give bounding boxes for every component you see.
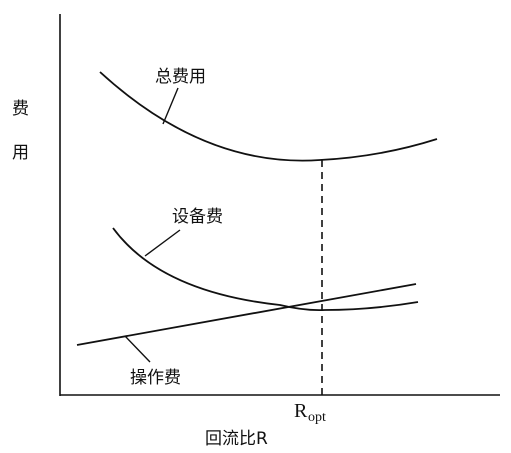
leader-line xyxy=(124,335,151,363)
leader-line xyxy=(162,87,179,125)
x-label: 回流比R xyxy=(205,429,268,449)
equipment-cost-curve xyxy=(112,227,419,312)
y-label: 费 xyxy=(12,99,29,119)
curve-label: 总费用 xyxy=(155,67,206,87)
y-label: 用 xyxy=(12,143,29,163)
operating-cost-line xyxy=(76,283,417,346)
curve-label: 操作费 xyxy=(130,368,181,388)
marker-symbol: R xyxy=(294,400,308,422)
marker-subscript: opt xyxy=(308,410,326,425)
leader-line xyxy=(144,229,181,257)
total-cost-curve xyxy=(99,71,438,162)
curve-label: 设备费 xyxy=(172,207,223,227)
